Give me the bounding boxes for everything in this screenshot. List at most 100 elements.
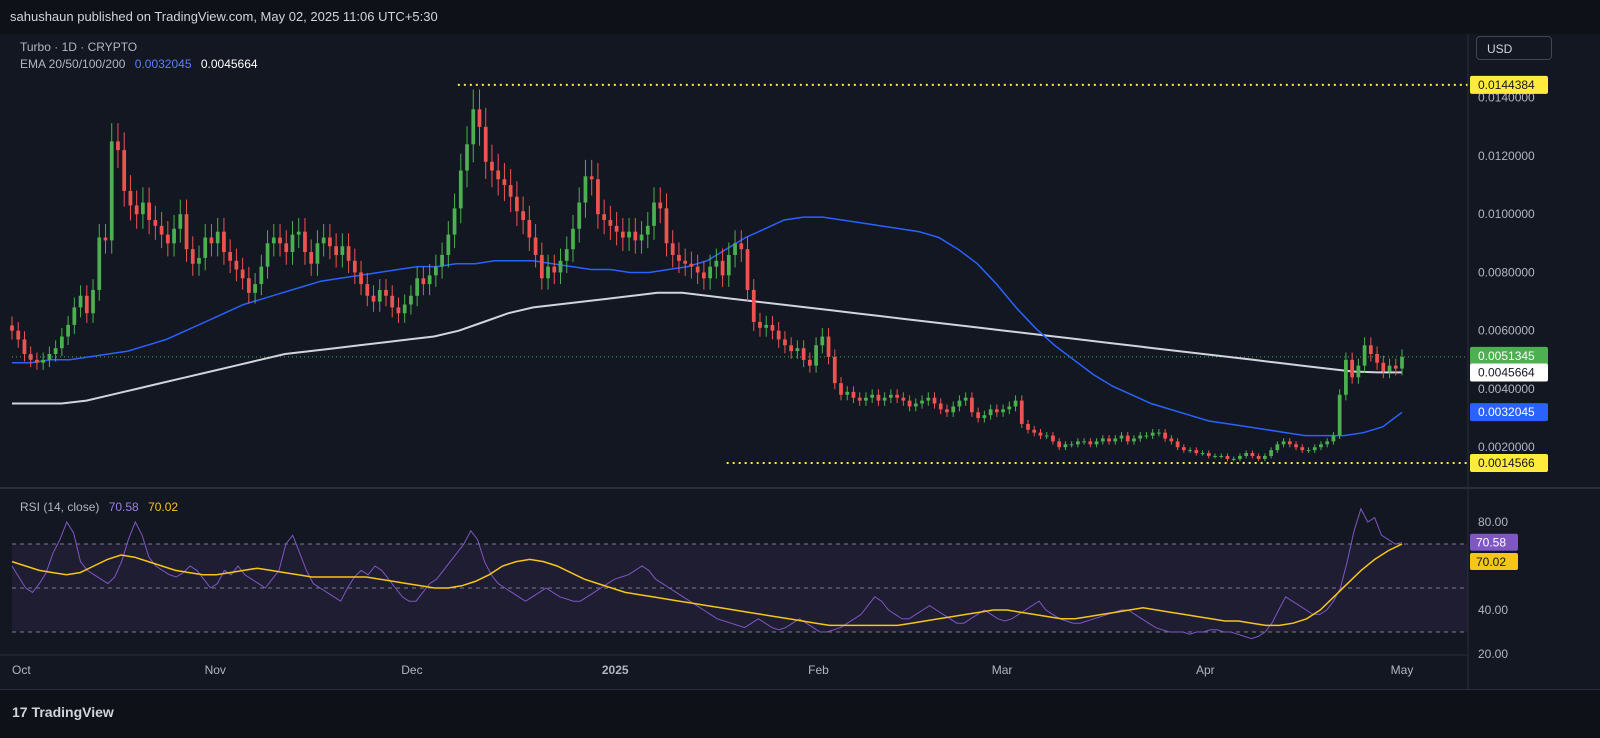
candle-body — [1206, 453, 1211, 456]
rsi-value-label: 70.58 — [1470, 533, 1518, 551]
rsi-tick-label: 80.00 — [1478, 515, 1508, 529]
candle — [789, 337, 794, 359]
candle — [1287, 438, 1292, 448]
candle — [627, 217, 631, 251]
candle — [901, 392, 906, 406]
candle-body — [309, 252, 314, 264]
time-tick-label: May — [1391, 663, 1414, 677]
candle — [602, 199, 607, 235]
candle — [957, 395, 962, 412]
ema-label: EMA 20/50/100/200 — [20, 57, 126, 71]
candle-body — [583, 176, 588, 203]
time-tick-label: Nov — [205, 663, 226, 677]
candle — [246, 266, 251, 304]
candle-body — [240, 269, 245, 279]
candle — [427, 263, 432, 296]
candle-body — [1138, 435, 1143, 439]
candle — [340, 233, 345, 268]
candle — [97, 224, 102, 301]
candle-body — [820, 336, 825, 346]
candle-body — [1213, 455, 1217, 457]
candle-body — [197, 257, 201, 264]
candle-body — [1225, 455, 1230, 459]
candle — [1344, 352, 1348, 401]
price-label-support: 0.0014566 — [1470, 454, 1548, 473]
candle — [41, 352, 46, 370]
candle-body — [1094, 441, 1099, 445]
candle-body — [271, 237, 276, 244]
candle — [66, 315, 70, 345]
candle — [1019, 395, 1024, 428]
candle — [546, 254, 550, 290]
candle-body — [1375, 354, 1379, 363]
candle — [670, 230, 675, 268]
rsi-line — [11, 507, 1403, 640]
time-tick-label: 2025 — [602, 663, 629, 677]
candle — [1337, 389, 1342, 440]
candle-body — [278, 237, 282, 244]
candle-body — [1331, 435, 1336, 442]
candle — [652, 187, 656, 240]
candle-body — [390, 295, 395, 308]
candle — [1181, 444, 1186, 453]
candle-body — [882, 397, 887, 401]
candle-body — [714, 260, 719, 267]
candle — [296, 217, 301, 249]
price-label-text: 0.0032045 — [1478, 405, 1535, 419]
candle — [726, 242, 731, 287]
chart-area[interactable]: 0.0140000 0.0120000 0.0100000 0.0080000 0.00… — [0, 34, 1600, 689]
candle-body — [59, 336, 64, 349]
candle — [409, 285, 413, 315]
candle — [471, 89, 476, 163]
candle-body — [571, 228, 575, 250]
candle — [1044, 432, 1049, 440]
currency-button[interactable]: USD — [1476, 36, 1552, 60]
candle — [702, 260, 706, 290]
candle — [1319, 441, 1323, 451]
candle — [926, 392, 931, 406]
price-label-ema-50: 0.0032045 — [1470, 403, 1548, 422]
chart-canvas[interactable]: 0.0140000 0.0120000 0.0100000 0.0080000 0.00… — [0, 34, 1600, 689]
rsi-value-text: 70.58 — [1476, 536, 1506, 550]
candle — [1362, 337, 1367, 373]
ema-50-line — [12, 216, 1403, 437]
candle — [994, 404, 999, 417]
candle — [284, 230, 289, 265]
candle — [1312, 444, 1317, 453]
candle-body — [1306, 450, 1311, 452]
candle — [390, 285, 395, 318]
candle-body — [477, 109, 482, 127]
candle-body — [546, 266, 550, 279]
candle — [197, 245, 201, 276]
candle — [141, 187, 145, 229]
candle — [371, 285, 376, 312]
candle-body — [1319, 444, 1323, 448]
candle-body — [1007, 406, 1012, 410]
candle-body — [1231, 458, 1236, 460]
candle — [72, 297, 77, 334]
candle-body — [751, 289, 756, 322]
rsi-tick-label: 20.00 — [1478, 647, 1508, 661]
candle — [677, 242, 681, 274]
candle-body — [770, 324, 775, 331]
candle — [1393, 358, 1398, 376]
candle-body — [851, 391, 856, 398]
candle-body — [683, 260, 688, 264]
price-pane — [0, 34, 1600, 689]
tradingview-logo[interactable]: 17 TradingView — [12, 704, 114, 720]
candle-body — [951, 406, 956, 413]
candle-body — [1350, 359, 1355, 378]
tradingview-logo-icon: 17 — [12, 704, 28, 720]
price-tick-label: 0.0100000 — [1478, 207, 1535, 221]
candle — [1026, 419, 1030, 434]
candle — [1381, 355, 1386, 379]
candle — [165, 221, 170, 257]
candle — [1063, 441, 1068, 451]
candle — [477, 89, 482, 146]
rsi-ma-value-box — [1470, 552, 1518, 570]
candle-body — [1057, 441, 1062, 448]
candle-body — [864, 397, 868, 401]
candle-body — [720, 260, 725, 276]
candle — [1350, 352, 1355, 384]
candle-body — [776, 330, 781, 340]
